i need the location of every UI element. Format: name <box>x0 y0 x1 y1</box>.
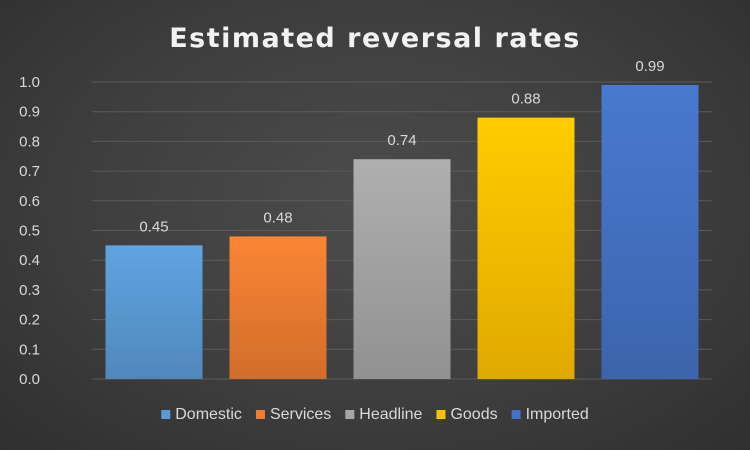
chart-title: Estimated reversal rates <box>169 23 581 54</box>
data-label-headline: 0.74 <box>387 132 416 149</box>
legend-swatch <box>345 410 355 419</box>
y-tick-label: 0.6 <box>19 193 40 210</box>
y-tick-label: 0.9 <box>19 104 40 121</box>
y-axis-ticks: 0.0 0.1 0.2 0.3 0.4 0.5 0.6 0.7 0.8 0.9 1.0 <box>19 74 40 388</box>
legend-item-goods: Goods <box>436 406 498 423</box>
y-tick-label: 1.0 <box>19 74 40 91</box>
legend-item-services: Services <box>255 406 331 423</box>
bar-headline <box>353 159 451 379</box>
y-tick-label: 0.4 <box>19 252 40 269</box>
y-tick-label: 0.0 <box>19 371 40 388</box>
bars <box>105 84 699 379</box>
data-label-imported: 0.99 <box>635 58 664 75</box>
data-label-services: 0.48 <box>263 209 292 226</box>
data-label-goods: 0.88 <box>511 91 540 108</box>
legend-swatch <box>436 410 446 419</box>
legend-swatch <box>255 410 265 419</box>
legend-swatch <box>161 410 171 419</box>
bar-goods <box>477 117 575 379</box>
legend: Domestic Services Headline Goods Imported <box>161 406 589 423</box>
legend-label: Headline <box>359 406 422 423</box>
data-label-domestic: 0.45 <box>139 218 168 235</box>
legend-item-headline: Headline <box>345 406 423 423</box>
bar-services <box>229 236 327 379</box>
y-tick-label: 0.5 <box>19 223 40 240</box>
legend-item-imported: Imported <box>511 406 589 423</box>
legend-swatch <box>511 410 521 419</box>
legend-label: Domestic <box>175 406 242 423</box>
bar-imported <box>601 84 699 379</box>
legend-label: Services <box>270 406 331 423</box>
legend-label: Goods <box>450 406 497 423</box>
y-tick-label: 0.8 <box>19 133 40 150</box>
y-tick-label: 0.1 <box>19 341 40 358</box>
data-labels: 0.45 0.48 0.74 0.88 0.99 <box>139 58 664 235</box>
y-tick-label: 0.3 <box>19 282 40 299</box>
y-tick-label: 0.2 <box>19 312 40 329</box>
legend-item-domestic: Domestic <box>161 406 242 423</box>
legend-label: Imported <box>526 406 589 423</box>
y-tick-label: 0.7 <box>19 163 40 180</box>
bar-domestic <box>105 245 203 379</box>
